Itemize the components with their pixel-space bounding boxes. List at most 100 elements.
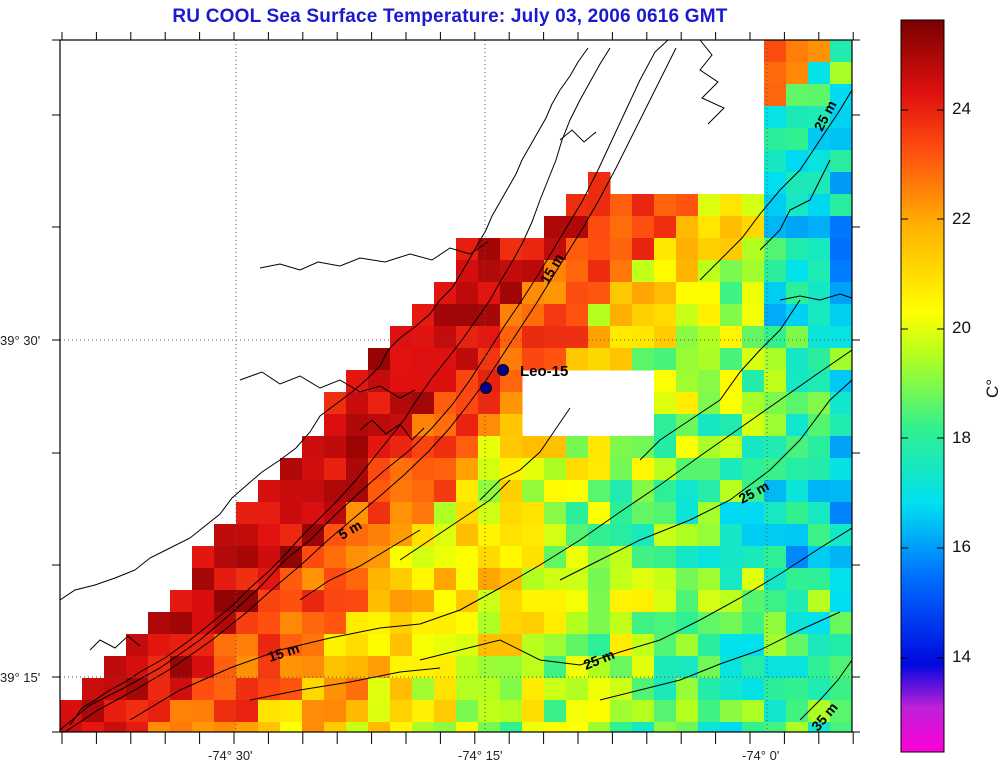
sst-cell — [588, 260, 611, 283]
sst-cell — [720, 480, 743, 503]
plot-frame — [59, 39, 853, 733]
sst-cell — [412, 370, 435, 393]
sst-cell — [786, 436, 809, 459]
sst-cell — [456, 524, 479, 547]
sst-cell — [676, 590, 699, 613]
sst-cell — [764, 106, 787, 129]
sst-cell — [830, 370, 852, 393]
sst-cell — [808, 172, 831, 195]
sst-cell — [764, 678, 787, 701]
sst-cell — [698, 216, 721, 239]
sst-cell — [412, 568, 435, 591]
sst-cell — [588, 480, 611, 503]
sst-cell — [742, 568, 765, 591]
sst-cell — [632, 722, 655, 732]
map-title: RU COOL Sea Surface Temperature: July 03… — [172, 6, 728, 27]
sst-cell — [478, 678, 501, 701]
sst-cell — [478, 348, 501, 371]
sst-cell — [280, 634, 303, 657]
sst-cell — [412, 436, 435, 459]
sst-cell — [60, 722, 83, 732]
sst-cell — [566, 612, 589, 635]
sst-cell — [236, 678, 259, 701]
sst-cell — [236, 722, 259, 732]
sst-cell — [742, 304, 765, 327]
sst-cell — [544, 568, 567, 591]
sst-cell — [258, 568, 281, 591]
sst-cell — [720, 524, 743, 547]
sst-cell — [830, 40, 852, 63]
sst-cell — [764, 502, 787, 525]
sst-cell — [544, 216, 567, 239]
sst-cell — [412, 348, 435, 371]
sst-cell — [654, 678, 677, 701]
sst-cell — [434, 722, 457, 732]
sst-cell — [676, 238, 699, 261]
sst-cell — [148, 722, 171, 732]
sst-cell — [742, 546, 765, 569]
sst-cell — [698, 722, 721, 732]
sst-cell — [566, 326, 589, 349]
sst-cell — [478, 392, 501, 415]
sst-cell — [742, 678, 765, 701]
sst-cell — [830, 194, 852, 217]
sst-cell — [236, 524, 259, 547]
sst-cell — [192, 678, 215, 701]
sst-cell — [324, 568, 347, 591]
sst-cell — [566, 722, 589, 732]
sst-cell — [236, 502, 259, 525]
sst-cell — [456, 282, 479, 305]
sst-cell — [346, 590, 369, 613]
sst-cell — [368, 700, 391, 723]
sst-cell — [280, 568, 303, 591]
station-marker — [497, 364, 509, 376]
sst-cell — [786, 546, 809, 569]
sst-cell — [654, 216, 677, 239]
sst-cell — [324, 634, 347, 657]
sst-cell — [830, 282, 852, 305]
sst-cell — [412, 392, 435, 415]
sst-cell — [610, 590, 633, 613]
sst-cell — [698, 304, 721, 327]
sst-cell — [654, 304, 677, 327]
sst-cell — [434, 524, 457, 547]
sst-cell — [676, 480, 699, 503]
sst-cell — [544, 458, 567, 481]
sst-cell — [544, 348, 567, 371]
sst-cell — [390, 524, 413, 547]
sst-cell — [258, 502, 281, 525]
sst-cell — [676, 568, 699, 591]
sst-cell — [786, 414, 809, 437]
sst-cell — [764, 150, 787, 173]
sst-cell — [676, 612, 699, 635]
sst-cell — [698, 392, 721, 415]
sst-cell — [280, 700, 303, 723]
sst-cell — [808, 436, 831, 459]
sst-cell — [588, 700, 611, 723]
sst-cell — [522, 612, 545, 635]
sst-cell — [830, 590, 852, 613]
sst-cell — [346, 568, 369, 591]
sst-cell — [742, 524, 765, 547]
sst-cell — [742, 656, 765, 679]
sst-cell — [346, 502, 369, 525]
sst-cell — [764, 194, 787, 217]
sst-cell — [434, 568, 457, 591]
sst-cell — [280, 458, 303, 481]
sst-cell — [434, 282, 457, 305]
sst-cell — [412, 480, 435, 503]
sst-cell — [742, 392, 765, 415]
sst-cell — [632, 238, 655, 261]
sst-cell — [610, 260, 633, 283]
sst-cell — [522, 568, 545, 591]
sst-cell — [588, 216, 611, 239]
sst-cell — [808, 304, 831, 327]
sst-cell — [786, 128, 809, 151]
sst-cell — [808, 392, 831, 415]
sst-cell — [632, 348, 655, 371]
sst-cell — [434, 634, 457, 657]
sst-cell — [170, 590, 193, 613]
sst-cell — [786, 392, 809, 415]
sst-cell — [720, 678, 743, 701]
sst-cell — [742, 238, 765, 261]
